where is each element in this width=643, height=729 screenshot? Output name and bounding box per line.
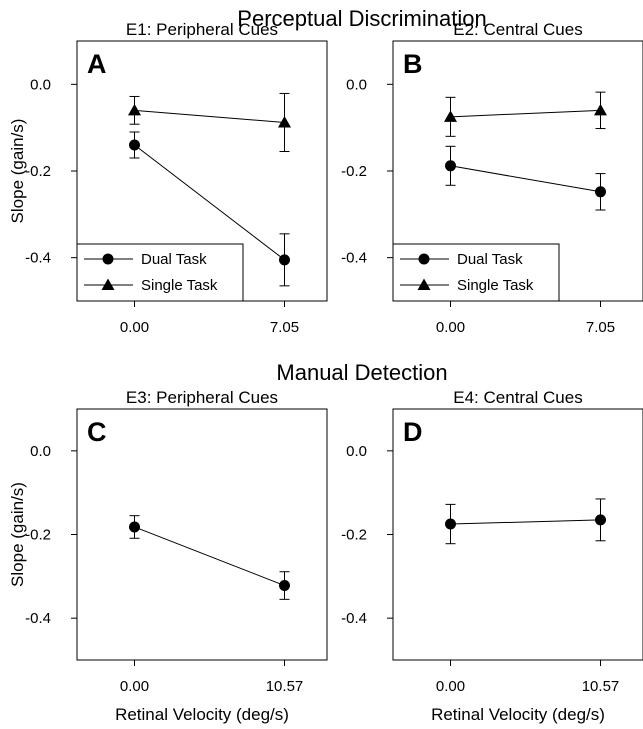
panel-c-point <box>129 521 140 533</box>
panel-b-xtick-label: 7.05 <box>586 319 615 336</box>
panel-a-ylabel: Slope (gain/s) <box>8 119 27 224</box>
panel-b-ytick-label: 0.0 <box>346 76 367 93</box>
panel-d-series-dual <box>445 498 606 545</box>
panel-b-ytick-label: -0.2 <box>341 163 367 180</box>
panel-a-legend-label: Single Task <box>141 277 218 294</box>
panel-a-point <box>278 115 291 128</box>
panel-b-point <box>445 160 456 172</box>
section-title-perceptual: Perceptual Discrimination <box>237 6 486 31</box>
panel-a-point <box>279 254 290 266</box>
panel-b-point <box>595 186 606 198</box>
panel-c-letter: C <box>87 417 107 447</box>
panel-d-point <box>595 514 606 526</box>
panel-b-series-line <box>450 165 601 193</box>
panel-a-ytick-label: -0.4 <box>25 250 51 267</box>
panel-c-xtick-label: 0.00 <box>120 678 149 695</box>
panel-c-title: E3: Peripheral Cues <box>126 388 278 407</box>
panel-a-xtick-label: 7.05 <box>270 319 299 336</box>
panel-b-title: E2: Central Cues <box>453 20 582 39</box>
panel-c: E3: Peripheral Cues C 0.0 -0.2 -0.4 0.00 10.57… <box>8 388 328 724</box>
panel-a-legend-box <box>76 243 244 302</box>
panel-a-legend-marker-circle <box>102 253 114 265</box>
panel-d-xlabel: Retinal Velocity (deg/s) <box>431 705 605 724</box>
section-title-manual: Manual Detection <box>276 360 447 385</box>
panel-a-point <box>129 139 140 151</box>
panel-a-legend-marker-triangle <box>101 278 115 290</box>
panel-a-legend-label: Dual Task <box>141 251 207 268</box>
panel-d-xtick-label: 0.00 <box>436 678 465 695</box>
panel-a-legend: Dual Task Single Task <box>76 243 244 302</box>
panel-d-ytick-label: -0.2 <box>341 527 367 544</box>
panel-b-series-single <box>444 91 607 137</box>
panel-b-point <box>444 110 457 122</box>
panel-d-ytick-label: 0.0 <box>346 443 367 460</box>
panel-a-point <box>128 103 141 116</box>
panel-b-series-dual <box>445 145 606 211</box>
panel-d-ytick-label: -0.4 <box>341 610 367 627</box>
panel-b-letter: B <box>403 49 423 79</box>
panel-a-series-dual <box>129 131 290 287</box>
panel-b-series-line <box>450 109 601 118</box>
panel-b-legend-box <box>392 243 560 302</box>
panel-b-xtick-label: 0.00 <box>436 319 465 336</box>
panel-b-legend-marker-triangle <box>417 278 431 290</box>
panel-c-ytick-label: -0.4 <box>25 610 51 627</box>
panel-c-xlabel: Retinal Velocity (deg/s) <box>115 705 289 724</box>
panel-b-legend-label: Dual Task <box>457 251 523 268</box>
panel-c-ytick-label: -0.2 <box>25 527 51 544</box>
panel-d-title: E4: Central Cues <box>453 388 582 407</box>
panel-b-legend: Dual Task Single Task <box>392 243 560 302</box>
panel-a-ytick-label: 0.0 <box>30 76 51 93</box>
panel-b-legend-label: Single Task <box>457 277 534 294</box>
panel-c-ytick-label: 0.0 <box>30 443 51 460</box>
panel-b-ytick-label: -0.4 <box>341 250 367 267</box>
panel-b-point <box>594 103 607 116</box>
panel-d-letter: D <box>403 417 423 447</box>
panel-d-xtick-label: 10.57 <box>582 678 620 695</box>
panel-a: E1: Peripheral Cues A 0.0 -0.2 -0.4 0.00 7.05 S… <box>8 20 328 336</box>
panel-a-ytick-label: -0.2 <box>25 163 51 180</box>
panel-c-series-line <box>134 526 285 587</box>
panel-d: E4: Central Cues D 0.0 -0.2 -0.4 0.00 10.57 Ret… <box>341 388 643 724</box>
panel-a-series-line <box>134 109 285 123</box>
panel-d-series-line <box>450 519 601 525</box>
panel-c-point <box>279 580 290 592</box>
panel-c-series-dual <box>129 515 290 600</box>
panel-c-xtick-label: 10.57 <box>266 678 304 695</box>
panel-d-frame <box>392 408 643 661</box>
panel-d-point <box>445 518 456 530</box>
panel-c-ylabel: Slope (gain/s) <box>8 482 27 587</box>
panel-c-frame <box>76 408 328 661</box>
panel-a-xtick-label: 0.00 <box>120 319 149 336</box>
panel-a-letter: A <box>87 49 107 79</box>
panel-a-title: E1: Peripheral Cues <box>126 20 278 39</box>
panel-b-legend-marker-circle <box>418 253 430 265</box>
panel-a-series-single <box>128 92 291 152</box>
panel-b: E2: Central Cues B 0.0 -0.2 -0.4 0.00 7.05 Dual… <box>341 20 643 336</box>
panel-a-series-line <box>134 144 285 261</box>
